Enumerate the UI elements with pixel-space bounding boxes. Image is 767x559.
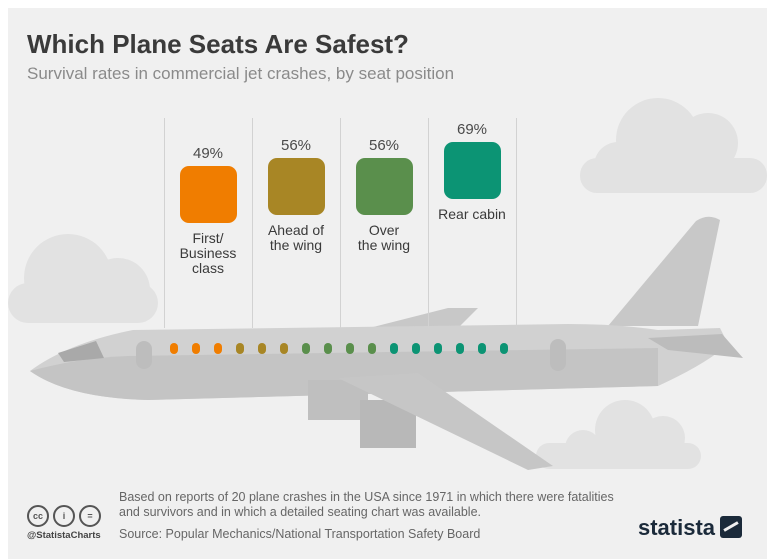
near-wing xyxy=(338,373,553,470)
cabin-window xyxy=(258,343,266,354)
horizontal-stabilizer xyxy=(648,334,743,358)
cabin-window xyxy=(192,343,200,354)
no-derivatives-icon[interactable]: = xyxy=(79,505,101,527)
cabin-window xyxy=(302,343,310,354)
creative-commons-icon[interactable]: cc xyxy=(27,505,49,527)
statista-logo-mark xyxy=(720,516,742,538)
cloud-bottom-right xyxy=(536,400,701,469)
cabin-window xyxy=(324,343,332,354)
rear-door xyxy=(550,339,566,371)
bar-2 xyxy=(356,158,413,215)
divider xyxy=(252,118,253,328)
cabin-window xyxy=(368,343,376,354)
divider xyxy=(428,118,429,328)
fuselage-shade xyxy=(30,348,658,400)
page-title: Which Plane Seats Are Safest? xyxy=(27,29,409,59)
cloud-top-right xyxy=(580,98,767,193)
cabin-window xyxy=(346,343,354,354)
cabin-window xyxy=(412,343,420,354)
page-subtitle: Survival rates in commercial jet crashes… xyxy=(27,64,455,83)
chart-card: Which Plane Seats Are Safest? Survival r… xyxy=(8,8,767,559)
value-label: 49% xyxy=(192,145,224,162)
category-label: First/Business class xyxy=(179,230,237,276)
bar-1 xyxy=(268,158,325,215)
category-label: Ahead of the wing xyxy=(267,222,325,253)
divider xyxy=(164,118,165,328)
category-label: Rear cabin xyxy=(438,206,506,222)
tail-fin xyxy=(608,216,720,326)
cabin-windows xyxy=(170,343,508,354)
divider xyxy=(340,118,341,328)
cabin-window xyxy=(456,343,464,354)
cabin-window xyxy=(434,343,442,354)
value-label: 56% xyxy=(280,137,312,154)
category-label: Over the wing xyxy=(357,222,411,253)
social-handle[interactable]: @StatistaCharts xyxy=(27,530,101,541)
divider xyxy=(516,118,517,328)
cloud-left xyxy=(8,234,158,323)
footnote: Based on reports of 20 plane crashes in … xyxy=(119,490,614,519)
value-label: 69% xyxy=(456,121,488,138)
front-door xyxy=(136,341,152,369)
statista-logo[interactable]: statista xyxy=(638,515,716,540)
cabin-window xyxy=(390,343,398,354)
cabin-window xyxy=(500,343,508,354)
bar-3 xyxy=(444,142,501,199)
cabin-window xyxy=(236,343,244,354)
value-label: 56% xyxy=(368,137,400,154)
cabin-window xyxy=(214,343,222,354)
cabin-window xyxy=(170,343,178,354)
source-note: Source: Popular Mechanics/National Trans… xyxy=(119,527,481,541)
bar-0 xyxy=(180,166,237,223)
cockpit-window xyxy=(58,341,104,362)
cabin-window xyxy=(280,343,288,354)
attribution-icon[interactable]: i xyxy=(53,505,75,527)
plane-illustration xyxy=(8,98,767,470)
cabin-window xyxy=(478,343,486,354)
